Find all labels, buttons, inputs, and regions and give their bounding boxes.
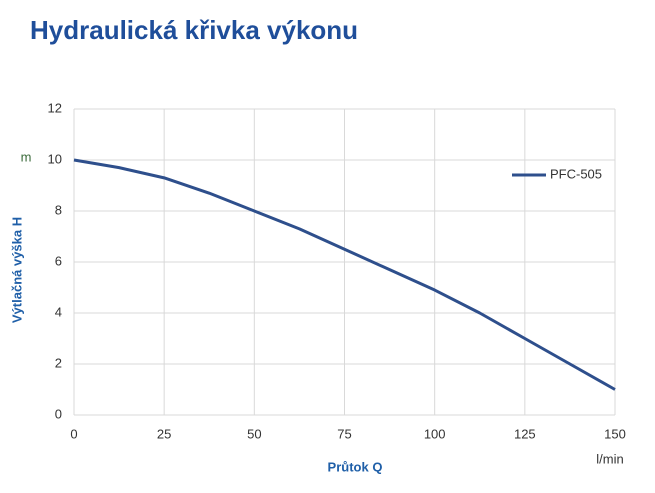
- legend-label: PFC-505: [550, 166, 602, 181]
- y-tick-label: 2: [55, 355, 62, 370]
- x-tick-label: 75: [337, 426, 351, 441]
- y-tick-label: 0: [55, 406, 62, 421]
- x-tick-label: 0: [70, 426, 77, 441]
- series-line: [73, 158, 616, 391]
- y-tick-label: 10: [48, 151, 62, 166]
- x-tick-label: 50: [247, 426, 261, 441]
- y-axis-label: Výtlačná výška H: [9, 217, 24, 323]
- y-tick-label: 8: [55, 202, 62, 217]
- y-tick-label: 12: [48, 100, 62, 115]
- chart-title: Hydraulická křivka výkonu: [30, 15, 358, 45]
- y-tick-label: 6: [55, 253, 62, 268]
- x-axis-label: Průtok Q: [328, 459, 383, 474]
- y-tick-label: 4: [55, 304, 62, 319]
- y-unit: m: [21, 149, 32, 164]
- x-tick-label: 25: [157, 426, 171, 441]
- x-tick-label: 125: [514, 426, 536, 441]
- x-tick-label: 100: [424, 426, 446, 441]
- x-unit: l/min: [596, 451, 623, 466]
- x-tick-label: 150: [604, 426, 626, 441]
